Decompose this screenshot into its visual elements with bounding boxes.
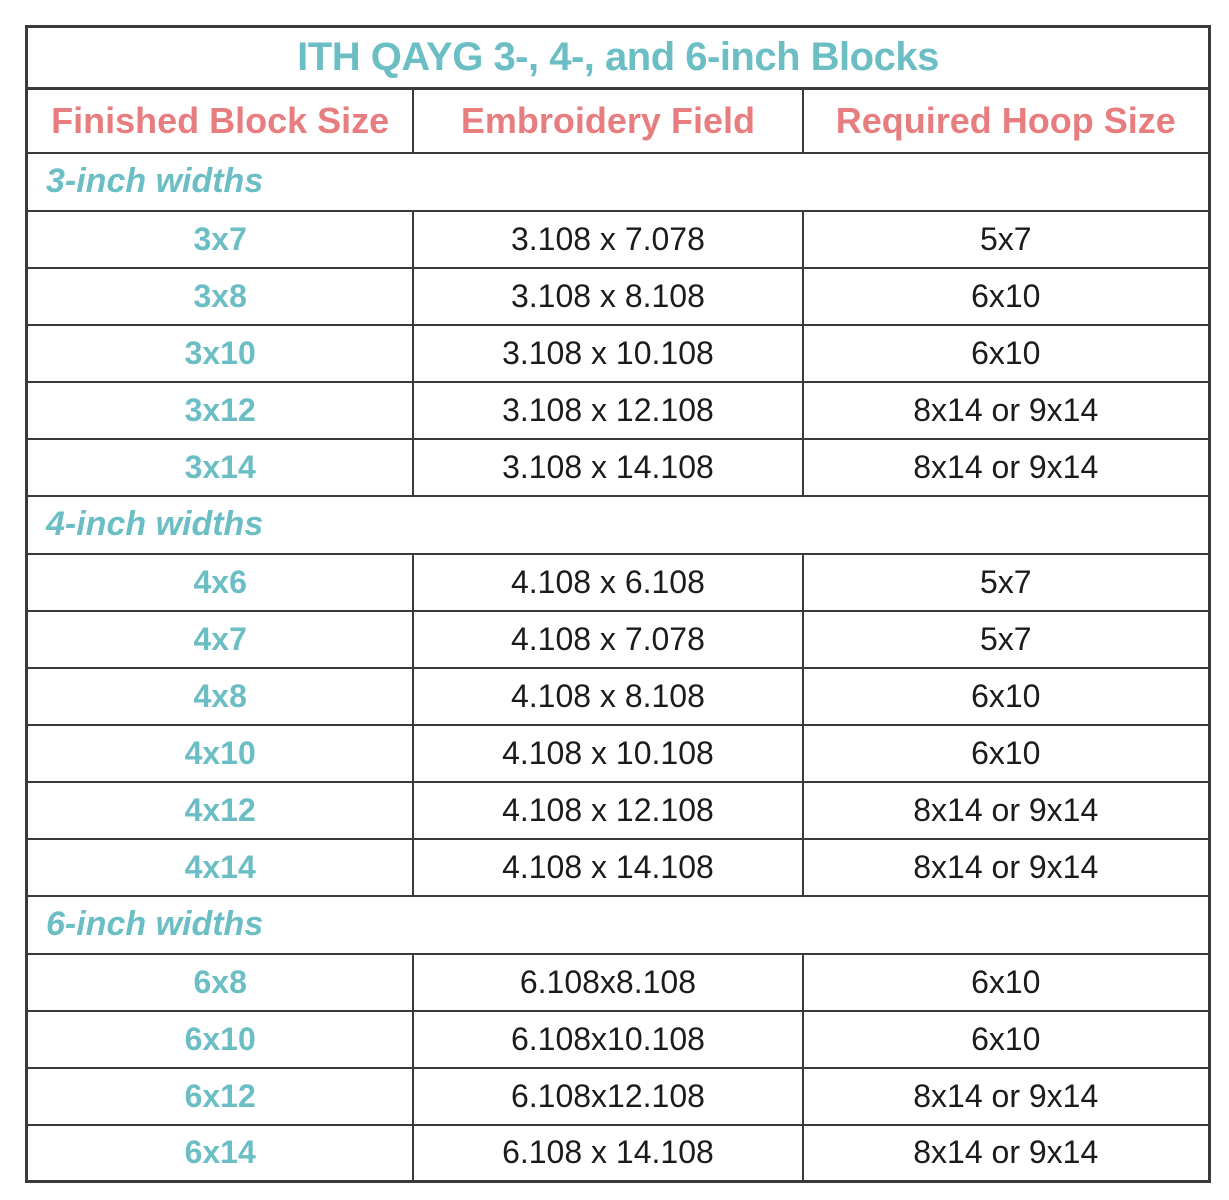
hoop-size-cell: 8x14 or 9x14 (801, 437, 1211, 497)
table-row: 4x10 4.108 x 10.108 6x10 (25, 723, 1211, 783)
embroidery-field-cell: 6.108x10.108 (412, 1009, 804, 1069)
table-row: 3x10 3.108 x 10.108 6x10 (25, 323, 1211, 383)
hoop-size-cell: 8x14 or 9x14 (801, 837, 1211, 897)
table-row: 4x7 4.108 x 7.078 5x7 (25, 609, 1211, 669)
header-row: Finished Block Size Embroidery Field Req… (25, 87, 1211, 154)
table-row: 6x12 6.108x12.108 8x14 or 9x14 (25, 1066, 1211, 1126)
section-row: 4-inch widths (25, 494, 1211, 555)
embroidery-field-cell: 6.108x8.108 (412, 952, 804, 1012)
table-row: 6x8 6.108x8.108 6x10 (25, 952, 1211, 1012)
block-size-cell: 6x14 (25, 1123, 415, 1183)
hoop-size-cell: 8x14 or 9x14 (801, 1066, 1211, 1126)
section-row: 3-inch widths (25, 151, 1211, 212)
table-row: 4x12 4.108 x 12.108 8x14 or 9x14 (25, 780, 1211, 840)
block-size-cell: 3x8 (25, 266, 415, 326)
embroidery-field-cell: 4.108 x 10.108 (412, 723, 804, 783)
section-label-4-inch-widths: 4-inch widths (25, 494, 1211, 555)
embroidery-field-cell: 4.108 x 7.078 (412, 609, 804, 669)
hoop-size-cell: 5x7 (801, 609, 1211, 669)
block-size-cell: 4x7 (25, 609, 415, 669)
hoop-size-cell: 8x14 or 9x14 (801, 380, 1211, 440)
hoop-size-cell: 6x10 (801, 723, 1211, 783)
block-size-cell: 6x8 (25, 952, 415, 1012)
embroidery-field-cell: 3.108 x 12.108 (412, 380, 804, 440)
embroidery-field-cell: 4.108 x 8.108 (412, 666, 804, 726)
block-size-cell: 4x14 (25, 837, 415, 897)
block-size-chart: ITH QAYG 3-, 4-, and 6-inch Blocks Finis… (25, 25, 1211, 1183)
hoop-size-cell: 8x14 or 9x14 (801, 780, 1211, 840)
section-row: 6-inch widths (25, 894, 1211, 955)
block-size-cell: 6x10 (25, 1009, 415, 1069)
embroidery-field-cell: 6.108 x 14.108 (412, 1123, 804, 1183)
hoop-size-cell: 6x10 (801, 666, 1211, 726)
hoop-size-cell: 6x10 (801, 266, 1211, 326)
hoop-size-cell: 5x7 (801, 209, 1211, 269)
block-size-cell: 4x8 (25, 666, 415, 726)
section-label-6-inch-widths: 6-inch widths (25, 894, 1211, 955)
title-row: ITH QAYG 3-, 4-, and 6-inch Blocks (25, 25, 1211, 90)
hoop-size-cell: 5x7 (801, 552, 1211, 612)
hoop-size-cell: 6x10 (801, 1009, 1211, 1069)
col-header-finished-block-size: Finished Block Size (25, 87, 415, 154)
table-row: 6x10 6.108x10.108 6x10 (25, 1009, 1211, 1069)
block-size-cell: 4x10 (25, 723, 415, 783)
col-header-required-hoop-size: Required Hoop Size (801, 87, 1211, 154)
hoop-size-cell: 6x10 (801, 323, 1211, 383)
block-size-cell: 6x12 (25, 1066, 415, 1126)
block-size-table: ITH QAYG 3-, 4-, and 6-inch Blocks Finis… (25, 25, 1211, 1183)
section-label-3-inch-widths: 3-inch widths (25, 151, 1211, 212)
table-row: 4x8 4.108 x 8.108 6x10 (25, 666, 1211, 726)
hoop-size-cell: 8x14 or 9x14 (801, 1123, 1211, 1183)
table-title: ITH QAYG 3-, 4-, and 6-inch Blocks (25, 25, 1211, 90)
table-row: 4x14 4.108 x 14.108 8x14 or 9x14 (25, 837, 1211, 897)
embroidery-field-cell: 4.108 x 6.108 (412, 552, 804, 612)
embroidery-field-cell: 3.108 x 10.108 (412, 323, 804, 383)
embroidery-field-cell: 4.108 x 14.108 (412, 837, 804, 897)
table-row: 3x14 3.108 x 14.108 8x14 or 9x14 (25, 437, 1211, 497)
block-size-cell: 4x6 (25, 552, 415, 612)
table-row: 3x12 3.108 x 12.108 8x14 or 9x14 (25, 380, 1211, 440)
col-header-embroidery-field: Embroidery Field (412, 87, 804, 154)
block-size-cell: 3x14 (25, 437, 415, 497)
embroidery-field-cell: 6.108x12.108 (412, 1066, 804, 1126)
block-size-cell: 3x7 (25, 209, 415, 269)
block-size-cell: 3x10 (25, 323, 415, 383)
table-row: 3x8 3.108 x 8.108 6x10 (25, 266, 1211, 326)
table-row: 6x14 6.108 x 14.108 8x14 or 9x14 (25, 1123, 1211, 1183)
table-row: 3x7 3.108 x 7.078 5x7 (25, 209, 1211, 269)
embroidery-field-cell: 4.108 x 12.108 (412, 780, 804, 840)
table-row: 4x6 4.108 x 6.108 5x7 (25, 552, 1211, 612)
embroidery-field-cell: 3.108 x 8.108 (412, 266, 804, 326)
embroidery-field-cell: 3.108 x 7.078 (412, 209, 804, 269)
hoop-size-cell: 6x10 (801, 952, 1211, 1012)
embroidery-field-cell: 3.108 x 14.108 (412, 437, 804, 497)
block-size-cell: 4x12 (25, 780, 415, 840)
block-size-cell: 3x12 (25, 380, 415, 440)
